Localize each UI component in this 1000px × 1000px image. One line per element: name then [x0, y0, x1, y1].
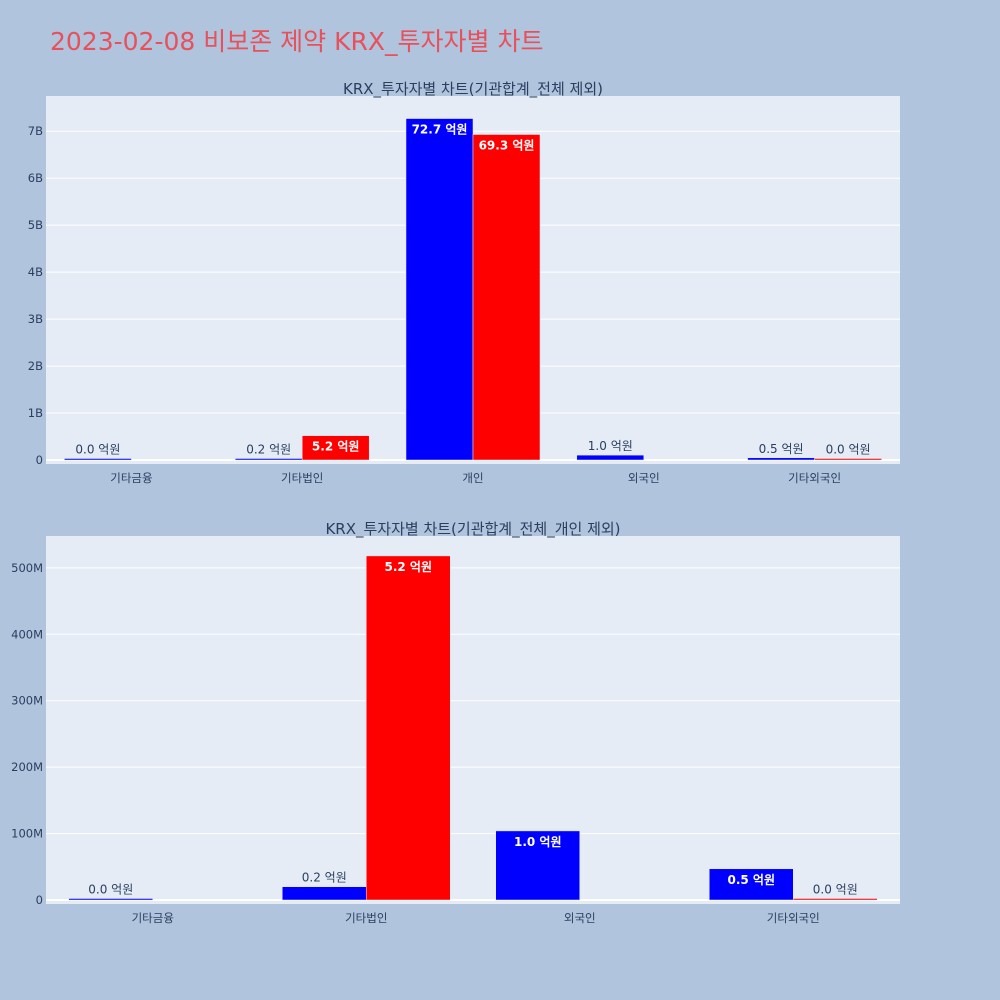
data-label: 0.0 억원 [826, 443, 871, 457]
bar [234, 458, 303, 461]
x-tick-label: 기타외국인 [767, 911, 820, 925]
bar [64, 458, 132, 461]
data-label: 0.0 억원 [88, 883, 133, 897]
bar [301, 435, 370, 461]
x-tick-label: 개인 [462, 471, 483, 485]
x-tick-label: 기타법인 [281, 471, 323, 485]
data-label: 0.2 억원 [302, 871, 347, 885]
chart-bottom: KRX_투자자별 차트(기관합계_전체_개인 제외) 0 100M 200M 300M 4… [11, 520, 900, 925]
page-title: 2023-02-08 비보존 제약 KRX_투자자별 차트 [50, 27, 544, 56]
y-tick-label: 4B [28, 265, 43, 279]
chart-title: KRX_투자자별 차트(기관합계_전체_개인 제외) [325, 520, 620, 539]
bar [814, 458, 882, 461]
bar [68, 898, 153, 901]
x-tick-label: 기타외국인 [788, 471, 841, 485]
x-tick-label: 외국인 [564, 911, 596, 925]
bar [366, 555, 451, 901]
bar [282, 886, 367, 901]
x-tick-label: 기타법인 [345, 911, 387, 925]
y-tick-label: 5B [28, 218, 43, 232]
bar [405, 118, 474, 461]
chart-top: KRX_투자자별 차트(기관합계_전체 제외) 0 1B 2B 3B 4B 5B 6B 7B 기타… [28, 80, 900, 485]
y-tick-label: 6B [28, 171, 43, 185]
chart-title: KRX_투자자별 차트(기관합계_전체 제외) [343, 80, 603, 99]
y-tick-label: 200M [11, 760, 43, 774]
bar [495, 830, 580, 901]
y-tick-label: 2B [28, 359, 43, 373]
data-label: 0.2 억원 [246, 443, 291, 457]
bar [793, 898, 878, 901]
data-label: 72.7 억원 [412, 123, 468, 137]
y-tick-label: 0 [36, 453, 43, 467]
bar [472, 134, 541, 461]
data-label: 0.5 억원 [759, 442, 804, 456]
bar [747, 457, 815, 461]
plot-area [46, 536, 900, 904]
y-tick-label: 300M [11, 694, 43, 708]
data-label: 0.0 억원 [813, 883, 858, 897]
data-label: 5.2 억원 [384, 560, 432, 574]
data-label: 1.0 억원 [588, 439, 633, 453]
y-tick-label: 7B [28, 124, 43, 138]
data-label: 0.0 억원 [75, 443, 120, 457]
y-tick-label: 500M [11, 561, 43, 575]
bar [576, 454, 645, 461]
y-tick-label: 0 [36, 893, 43, 907]
data-label: 5.2 억원 [312, 440, 360, 454]
bar [709, 868, 794, 901]
x-tick-label: 기타금융 [132, 911, 174, 925]
y-tick-label: 3B [28, 312, 43, 326]
x-tick-label: 기타금융 [110, 471, 152, 485]
data-label: 1.0 억원 [514, 835, 562, 849]
y-tick-label: 100M [11, 827, 43, 841]
data-label: 0.5 억원 [727, 873, 775, 887]
y-tick-label: 400M [11, 627, 43, 641]
x-tick-label: 외국인 [628, 471, 660, 485]
data-label: 69.3 억원 [479, 139, 535, 153]
y-tick-label: 1B [28, 406, 43, 420]
